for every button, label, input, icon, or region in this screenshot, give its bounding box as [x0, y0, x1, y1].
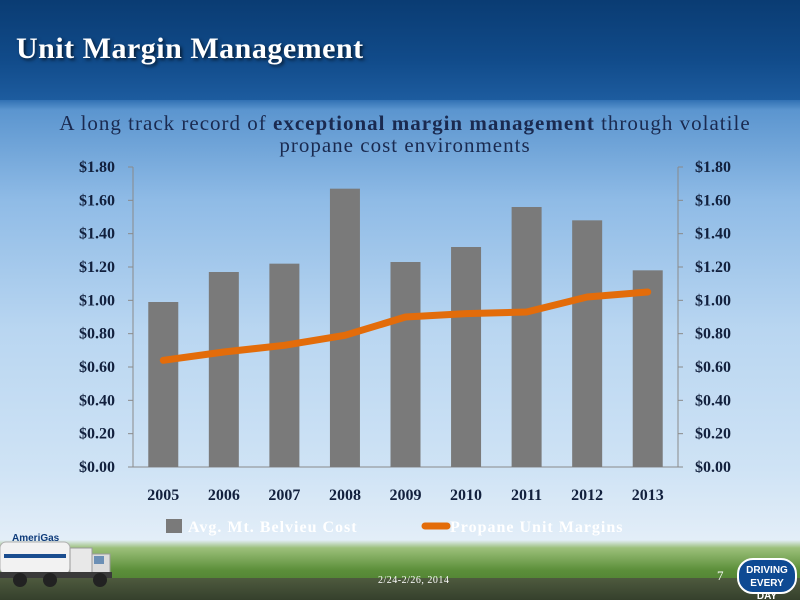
page-number: 7: [717, 568, 724, 583]
badge-line-1: DRIVING: [746, 565, 788, 576]
x-tick-label: 2011: [511, 487, 542, 504]
left-tick-label: $0.20: [79, 426, 115, 443]
left-tick-label: $0.80: [79, 326, 115, 343]
subtitle-part-1: A long track record of: [59, 111, 274, 135]
x-tick-label: 2007: [268, 487, 300, 504]
bar: [451, 247, 482, 467]
left-tick-label: $1.00: [79, 292, 115, 309]
left-axis-ticks: $0.00 $0.20 $0.40 $0.60 $0.80 $1.00 $1.20 $1.40…: [79, 159, 133, 476]
bar: [329, 188, 360, 467]
bar: [632, 270, 663, 467]
line-point: [344, 334, 346, 336]
x-tick-label: 2010: [450, 487, 482, 504]
right-tick-label: $1.00: [695, 292, 731, 309]
line-point: [526, 311, 528, 313]
left-tick-label: $0.60: [79, 359, 115, 376]
legend-line-label: Propane Unit Margins: [450, 519, 623, 536]
x-tick-label: 2008: [329, 487, 361, 504]
legend-bar-swatch: [166, 519, 182, 533]
left-tick-label: $1.20: [79, 259, 115, 276]
line-point: [465, 313, 467, 315]
left-tick-label: $0.40: [79, 392, 115, 409]
line-point: [405, 316, 406, 318]
line-series: [159, 288, 652, 364]
right-tick-label: $1.40: [695, 226, 731, 243]
bar: [511, 207, 542, 467]
bar: [208, 272, 239, 467]
bar: [572, 220, 603, 467]
legend: Avg. Mt. Belvieu Cost Propane Unit Margi…: [166, 519, 623, 536]
title-banner: Unit Margin Management: [0, 0, 800, 100]
line-point: [162, 359, 164, 361]
left-tick-label: $1.60: [79, 192, 115, 209]
subtitle-part-2: through volatile propane cost environmen…: [279, 111, 751, 157]
road-strip: [0, 578, 800, 600]
bars: [148, 188, 663, 467]
left-tick-label: $1.40: [79, 226, 115, 243]
line-point: [586, 296, 588, 298]
x-tick-label: 2005: [147, 487, 179, 504]
line-point: [283, 344, 285, 346]
subtitle-part-bold: exceptional margin management: [273, 111, 595, 135]
right-tick-label: $0.60: [695, 359, 731, 376]
chart-subtitle: A long track record of exceptional margi…: [40, 112, 770, 156]
bar: [269, 263, 300, 467]
right-tick-label: $0.80: [695, 326, 731, 343]
line-point: [223, 351, 225, 353]
right-tick-label: $1.20: [695, 259, 731, 276]
badge-line-2: EVERY DAY: [750, 578, 784, 602]
right-tick-label: $1.60: [695, 192, 731, 209]
slide-title: Unit Margin Management: [16, 32, 364, 65]
bar: [148, 302, 179, 467]
right-tick-label: $0.40: [695, 392, 731, 409]
left-tick-label: $0.00: [79, 459, 115, 476]
x-tick-label: 2013: [632, 487, 664, 504]
bar: [390, 262, 421, 467]
left-tick-label: $1.80: [79, 159, 115, 176]
x-tick-label: 2006: [208, 487, 240, 504]
driving-every-day-logo: DRIVING EVERY DAY: [737, 558, 797, 602]
right-tick-label: $1.80: [695, 159, 731, 176]
legend-bar-label: Avg. Mt. Belvieu Cost: [188, 519, 358, 536]
x-axis-ticks: 2005 2006 2007 2008 2009 2010 2011 2012 2013: [147, 487, 663, 504]
right-tick-label: $0.20: [695, 426, 731, 443]
line-point: [647, 291, 649, 293]
right-tick-label: $0.00: [695, 459, 731, 476]
footer-date: 2/24-2/26, 2014: [378, 575, 450, 586]
x-tick-label: 2012: [571, 487, 603, 504]
amerigas-logo: AmeriGas: [12, 533, 60, 544]
propane-truck-image: [0, 541, 112, 587]
x-tick-label: 2009: [390, 487, 422, 504]
right-axis-ticks: $0.00 $0.20 $0.40 $0.60 $0.80 $1.00 $1.20 $1.40…: [678, 159, 731, 476]
